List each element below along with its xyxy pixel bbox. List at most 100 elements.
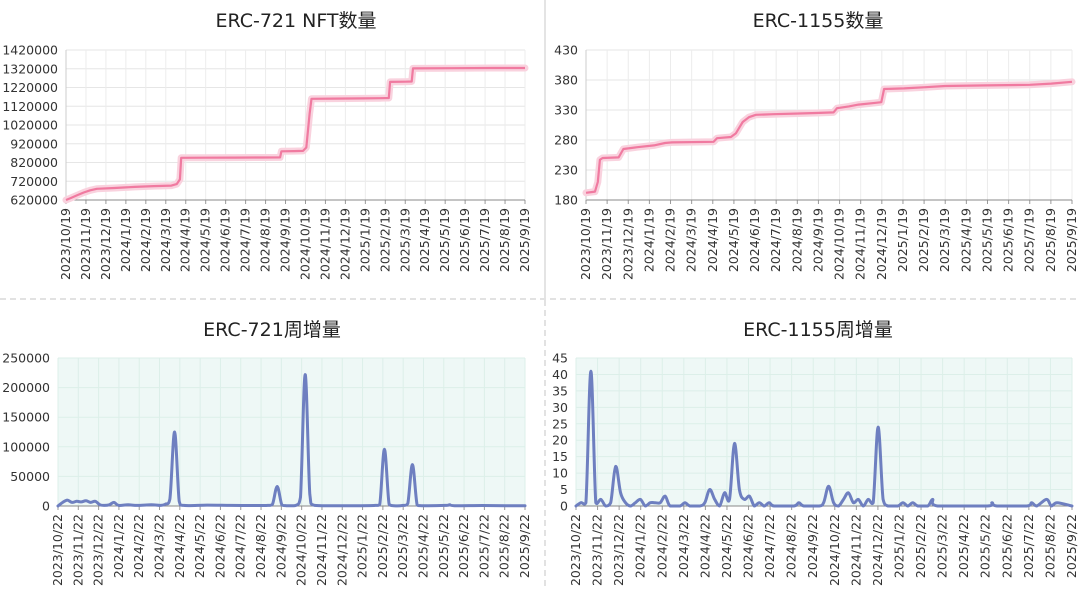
y-tick-label: 920000 (10, 136, 58, 151)
y-tick-label: 620000 (10, 193, 58, 208)
chart-1: ERC-721 NFT数量 620000 720000 820000 920000 102… (2, 10, 532, 280)
y-tick-label: 1020000 (2, 118, 58, 133)
x-tick-label: 2024/1/19 (641, 208, 656, 272)
y-tick-label: 230 (554, 163, 578, 178)
x-tick-label: 2024/2/22 (654, 514, 669, 578)
x-tick-label: 2024/7/22 (233, 514, 248, 578)
series-line (574, 369, 1074, 508)
x-tick-label: 2024/11/22 (314, 514, 329, 586)
x-tick-label: 2024/11/19 (853, 208, 868, 280)
x-tick-label: 2025/2/22 (913, 514, 928, 578)
x-tick-label: 2025/5/19 (437, 208, 452, 272)
x-tick-label: 2024/9/19 (278, 208, 293, 272)
x-tick-label: 2023/11/19 (599, 208, 614, 280)
x-tick-label: 2024/3/22 (152, 514, 167, 578)
x-tick-label: 2025/7/22 (476, 514, 491, 578)
chart-title: ERC-721周增量 (203, 319, 341, 341)
x-tick-label: 2025/2/19 (916, 208, 931, 272)
x-tick-label: 2024/10/22 (827, 514, 842, 586)
x-tick-label: 2024/5/22 (719, 514, 734, 578)
y-tick-label: 820000 (10, 155, 58, 170)
x-tick-label: 2024/10/22 (294, 514, 309, 586)
x-tick-label: 2024/6/19 (218, 208, 233, 272)
x-tick-label: 2024/3/19 (158, 208, 173, 272)
x-tick-label: 2024/4/22 (697, 514, 712, 578)
x-tick-label: 2025/8/22 (497, 514, 512, 578)
y-tick-label: 280 (554, 133, 578, 148)
y-tick-label: 20 (552, 433, 568, 448)
x-tick-label: 2025/6/19 (457, 208, 472, 272)
x-tick-label: 2024/9/22 (805, 514, 820, 578)
chart-3: ERC-721周增量 0 50000 100000 150000 200000 250000… (2, 319, 532, 586)
x-tick-label: 2025/1/19 (895, 208, 910, 272)
x-tick-label: 2025/4/19 (417, 208, 432, 272)
y-tick-label: 180 (554, 193, 578, 208)
series-line (56, 373, 527, 508)
y-tick-label: 45 (552, 351, 568, 366)
x-tick-label: 2024/4/19 (178, 208, 193, 272)
x-tick-label: 2025/5/19 (979, 208, 994, 272)
x-tick-label: 2023/11/22 (70, 514, 85, 586)
x-tick-label: 2024/12/19 (874, 208, 889, 280)
x-tick-label: 2023/10/22 (50, 514, 65, 586)
y-tick-label: 100000 (2, 439, 50, 454)
x-tick-label: 2023/12/19 (620, 208, 635, 280)
y-tick-label: 0 (42, 499, 50, 514)
x-tick-label: 2024/5/19 (726, 208, 741, 272)
x-tick-label: 2025/7/19 (477, 208, 492, 272)
y-tick-label: 200000 (2, 380, 50, 395)
x-tick-label: 2025/2/22 (375, 514, 390, 578)
chart-title: ERC-1155周增量 (743, 319, 893, 341)
x-tick-label: 2024/3/22 (676, 514, 691, 578)
x-tick-label: 2025/7/19 (1022, 208, 1037, 272)
x-tick-label: 2025/9/19 (1064, 208, 1079, 272)
x-tick-label: 2025/1/19 (357, 208, 372, 272)
x-tick-label: 2024/2/19 (138, 208, 153, 272)
x-tick-label: 2025/3/19 (397, 208, 412, 272)
x-tick-label: 2025/9/19 (517, 208, 532, 272)
x-tick-label: 2025/9/22 (517, 514, 532, 578)
y-tick-label: 40 (552, 367, 568, 382)
y-tick-label: 50000 (10, 469, 50, 484)
x-tick-label: 2024/6/19 (747, 208, 762, 272)
y-tick-label: 380 (554, 73, 578, 88)
x-tick-label: 2024/5/22 (192, 514, 207, 578)
x-tick-label: 2023/10/22 (568, 514, 583, 586)
y-tick-label: 35 (552, 383, 568, 398)
x-tick-label: 2024/11/19 (317, 208, 332, 280)
plot-background (576, 358, 1072, 506)
x-tick-label: 2024/12/19 (337, 208, 352, 280)
x-tick-label: 2023/12/22 (611, 514, 626, 586)
y-tick-label: 15 (552, 449, 568, 464)
x-tick-label: 2024/9/19 (810, 208, 825, 272)
chart-title: ERC-721 NFT数量 (215, 10, 376, 32)
y-tick-label: 25 (552, 416, 568, 431)
x-tick-label: 2023/10/19 (578, 208, 593, 280)
x-tick-label: 2024/9/22 (273, 514, 288, 578)
x-tick-label: 2025/4/22 (415, 514, 430, 578)
chart-2: ERC-1155数量 180 230 280 330 380 430 2023/10/19 20… (554, 10, 1079, 280)
x-tick-label: 2025/3/22 (395, 514, 410, 578)
x-tick-label: 2024/8/19 (258, 208, 273, 272)
x-tick-label: 2024/6/22 (212, 514, 227, 578)
x-tick-label: 2024/1/19 (118, 208, 133, 272)
x-tick-label: 2024/6/22 (741, 514, 756, 578)
x-tick-label: 2024/10/19 (297, 208, 312, 280)
x-tick-label: 2024/1/22 (111, 514, 126, 578)
x-tick-label: 2023/10/19 (58, 208, 73, 280)
x-tick-label: 2024/8/22 (784, 514, 799, 578)
y-tick-label: 5 (560, 482, 568, 497)
y-tick-label: 430 (554, 43, 578, 58)
x-tick-label: 2024/12/22 (870, 514, 885, 586)
x-tick-label: 2024/11/22 (848, 514, 863, 586)
x-tick-label: 2024/1/22 (633, 514, 648, 578)
y-tick-label: 30 (552, 400, 568, 415)
y-tick-label: 10 (552, 466, 568, 481)
x-tick-label: 2024/12/22 (334, 514, 349, 586)
x-tick-label: 2023/12/22 (91, 514, 106, 586)
x-tick-label: 2023/11/22 (590, 514, 605, 586)
x-tick-label: 2025/5/22 (978, 514, 993, 578)
x-tick-label: 2024/8/22 (253, 514, 268, 578)
